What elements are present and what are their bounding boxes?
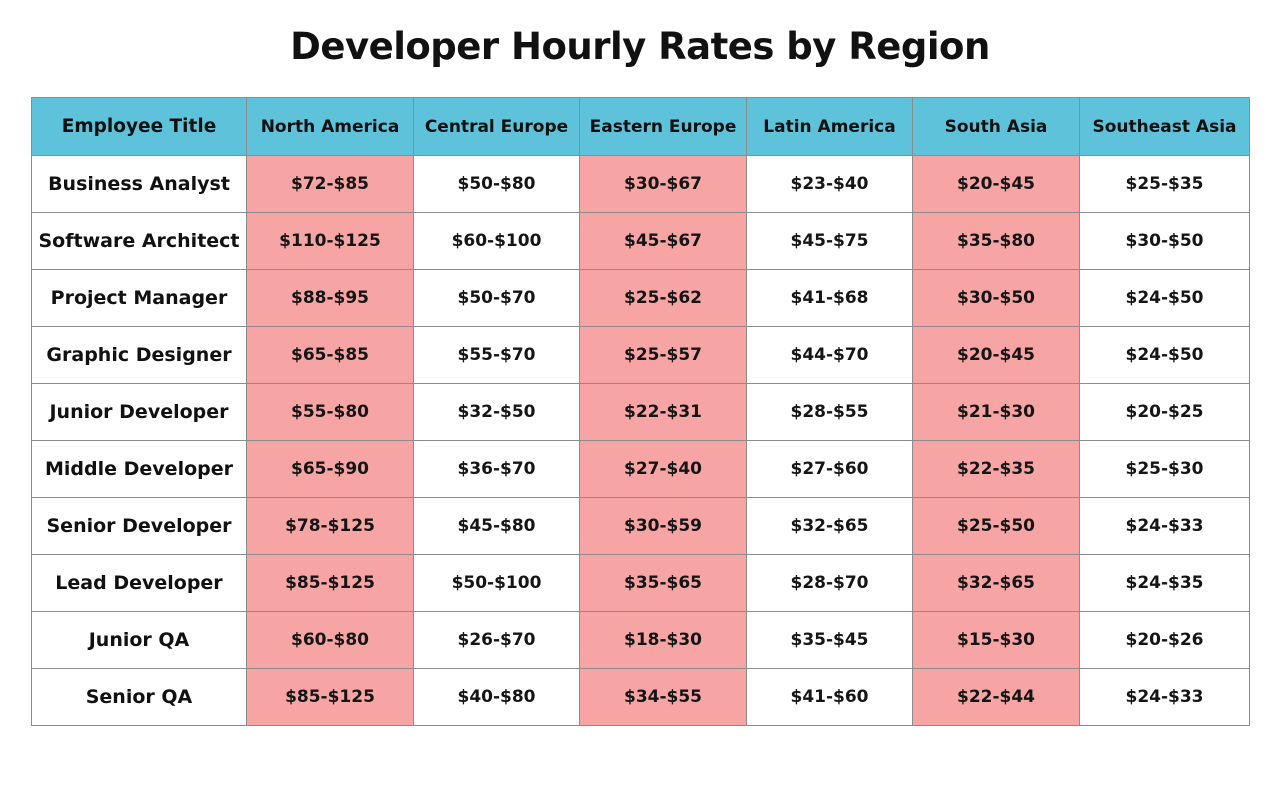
rate-cell-southeast-asia: $25-$35 [1079,155,1250,213]
rate-cell-north-america: $85-$125 [246,668,414,726]
rate-cell-south-asia: $30-$50 [912,269,1080,327]
rate-cell-north-america: $72-$85 [246,155,414,213]
rate-cell-north-america: $60-$80 [246,611,414,669]
table-row: Project Manager $88-$95 $50-$70 $25-$62 $41-… [31,269,1250,327]
rate-cell-latin-america: $28-$55 [746,383,913,441]
rate-cell-eastern-europe: $22-$31 [579,383,747,441]
table-row: Business Analyst $72-$85 $50-$80 $30-$67 $23… [31,155,1250,213]
table-row: Graphic Designer $65-$85 $55-$70 $25-$57 $44… [31,326,1250,384]
rate-cell-south-asia: $22-$44 [912,668,1080,726]
rate-cell-south-asia: $20-$45 [912,326,1080,384]
column-header-southeast-asia: Southeast Asia [1079,97,1250,156]
rate-cell-central-europe: $60-$100 [413,212,580,270]
rate-cell-south-asia: $32-$65 [912,554,1080,612]
rate-cell-latin-america: $28-$70 [746,554,913,612]
table-header: Employee Title North America Central Europ… [31,97,1250,156]
row-title-senior-qa: Senior QA [31,668,247,726]
table-row: Senior QA $85-$125 $40-$80 $34-$55 $41-$60 $2… [31,668,1250,726]
rate-cell-eastern-europe: $30-$59 [579,497,747,555]
table-row: Software Architect $110-$125 $60-$100 $45-$… [31,212,1250,270]
rate-cell-southeast-asia: $25-$30 [1079,440,1250,498]
rate-cell-eastern-europe: $35-$65 [579,554,747,612]
table-row: Senior Developer $78-$125 $45-$80 $30-$59 $3… [31,497,1250,555]
rate-cell-latin-america: $27-$60 [746,440,913,498]
rate-cell-southeast-asia: $24-$33 [1079,497,1250,555]
rate-cell-latin-america: $45-$75 [746,212,913,270]
row-title-middle-developer: Middle Developer [31,440,247,498]
rate-cell-eastern-europe: $27-$40 [579,440,747,498]
table-row: Junior Developer $55-$80 $32-$50 $22-$31 $28… [31,383,1250,441]
rate-cell-north-america: $78-$125 [246,497,414,555]
rate-cell-south-asia: $15-$30 [912,611,1080,669]
rate-cell-central-europe: $36-$70 [413,440,580,498]
rate-cell-north-america: $110-$125 [246,212,414,270]
rate-cell-north-america: $55-$80 [246,383,414,441]
rate-cell-south-asia: $22-$35 [912,440,1080,498]
rate-cell-eastern-europe: $18-$30 [579,611,747,669]
rate-cell-latin-america: $32-$65 [746,497,913,555]
rate-cell-north-america: $65-$85 [246,326,414,384]
rate-cell-central-europe: $55-$70 [413,326,580,384]
row-title-senior-developer: Senior Developer [31,497,247,555]
row-title-business-analyst: Business Analyst [31,155,247,213]
chart-title: Developer Hourly Rates by Region [290,25,990,68]
table-row: Lead Developer $85-$125 $50-$100 $35-$65 $28… [31,554,1250,612]
rate-cell-southeast-asia: $20-$25 [1079,383,1250,441]
rate-cell-southeast-asia: $24-$33 [1079,668,1250,726]
column-header-south-asia: South Asia [912,97,1080,156]
rate-cell-southeast-asia: $20-$26 [1079,611,1250,669]
row-title-graphic-designer: Graphic Designer [31,326,247,384]
rate-cell-central-europe: $50-$100 [413,554,580,612]
rate-cell-central-europe: $45-$80 [413,497,580,555]
header-row: Employee Title North America Central Europ… [31,97,1250,156]
rate-cell-south-asia: $25-$50 [912,497,1080,555]
rate-cell-north-america: $65-$90 [246,440,414,498]
column-header-central-europe: Central Europe [413,97,580,156]
rate-cell-latin-america: $35-$45 [746,611,913,669]
column-header-employee-title: Employee Title [31,97,247,156]
rate-cell-central-europe: $26-$70 [413,611,580,669]
column-header-north-america: North America [246,97,414,156]
rate-cell-eastern-europe: $34-$55 [579,668,747,726]
row-title-software-architect: Software Architect [31,212,247,270]
row-title-lead-developer: Lead Developer [31,554,247,612]
rate-cell-south-asia: $35-$80 [912,212,1080,270]
rate-cell-eastern-europe: $45-$67 [579,212,747,270]
rate-cell-south-asia: $21-$30 [912,383,1080,441]
column-header-latin-america: Latin America [746,97,913,156]
rate-cell-latin-america: $23-$40 [746,155,913,213]
rate-cell-latin-america: $44-$70 [746,326,913,384]
rate-cell-eastern-europe: $25-$57 [579,326,747,384]
rate-cell-southeast-asia: $24-$50 [1079,269,1250,327]
rate-cell-southeast-asia: $30-$50 [1079,212,1250,270]
column-header-eastern-europe: Eastern Europe [579,97,747,156]
rate-cell-central-europe: $50-$80 [413,155,580,213]
rate-cell-central-europe: $32-$50 [413,383,580,441]
table-body: Business Analyst $72-$85 $50-$80 $30-$67 $23… [31,155,1250,726]
row-title-project-manager: Project Manager [31,269,247,327]
rate-cell-southeast-asia: $24-$35 [1079,554,1250,612]
rate-cell-south-asia: $20-$45 [912,155,1080,213]
rates-table: Employee Title North America Central Europ… [31,97,1250,726]
rate-cell-eastern-europe: $30-$67 [579,155,747,213]
rate-cell-southeast-asia: $24-$50 [1079,326,1250,384]
rate-cell-central-europe: $40-$80 [413,668,580,726]
rate-cell-latin-america: $41-$60 [746,668,913,726]
rate-cell-central-europe: $50-$70 [413,269,580,327]
rate-cell-eastern-europe: $25-$62 [579,269,747,327]
table-row: Junior QA $60-$80 $26-$70 $18-$30 $35-$45 $15… [31,611,1250,669]
rate-cell-north-america: $88-$95 [246,269,414,327]
table-row: Middle Developer $65-$90 $36-$70 $27-$40 $27… [31,440,1250,498]
rate-cell-north-america: $85-$125 [246,554,414,612]
row-title-junior-developer: Junior Developer [31,383,247,441]
rate-cell-latin-america: $41-$68 [746,269,913,327]
row-title-junior-qa: Junior QA [31,611,247,669]
